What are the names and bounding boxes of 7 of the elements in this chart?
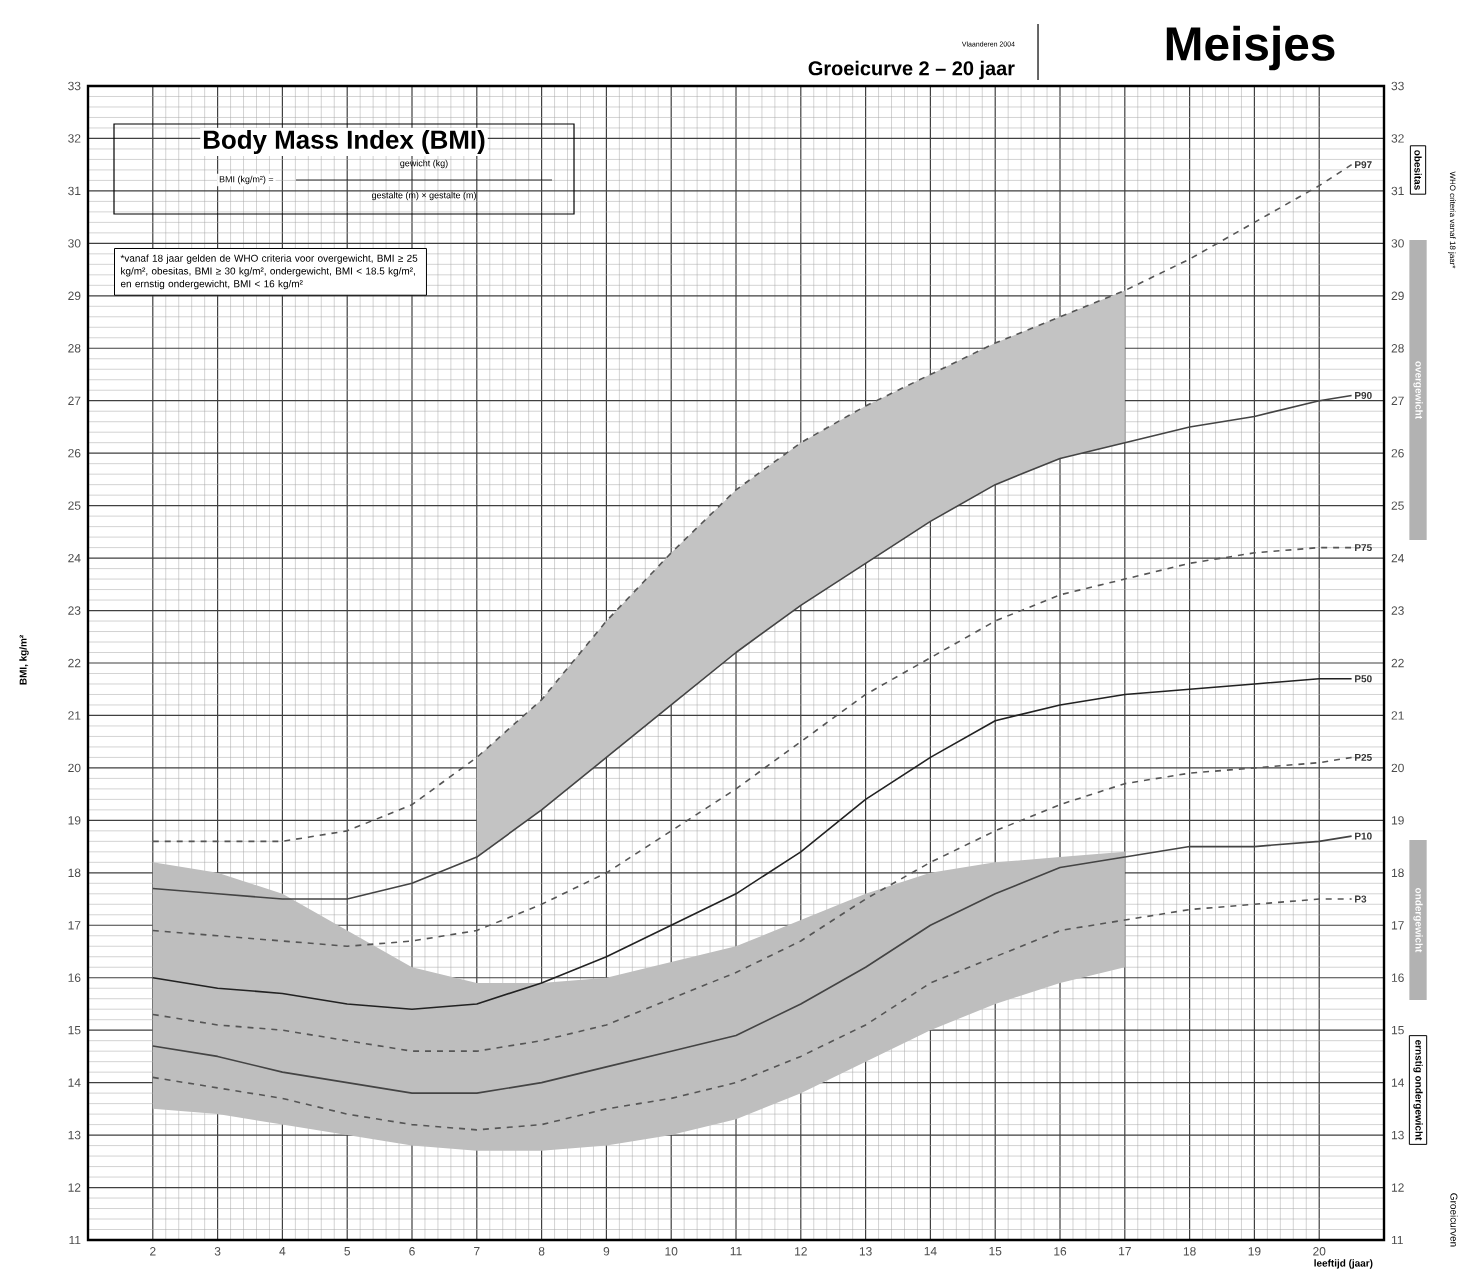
- chart-title: Meisjes: [1166, 25, 1335, 71]
- line-series: [152, 546, 1353, 948]
- annotation: Body Mass Index (BMI): [203, 129, 485, 155]
- line-series: [152, 898, 1353, 1131]
- chart-subtitle: Groeicurve 2 – 20 jaar: [808, 60, 1015, 80]
- line-series: [152, 756, 1353, 1052]
- line-series: [152, 677, 1353, 1010]
